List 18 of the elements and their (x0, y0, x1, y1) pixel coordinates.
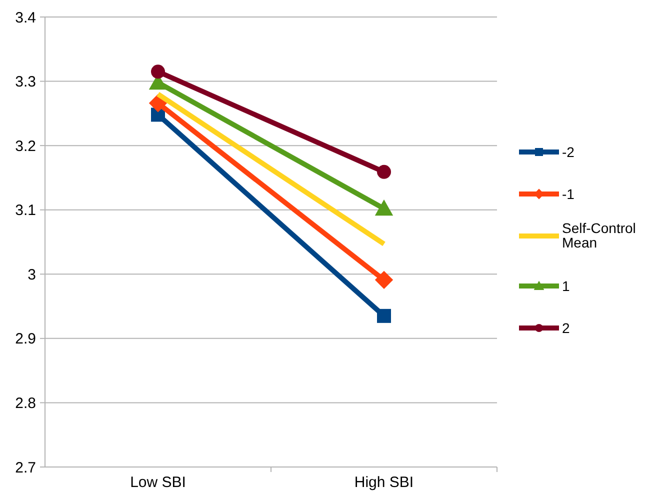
legend-label: Self-Control Mean (562, 220, 636, 251)
y-tick-label: 2.8 (15, 394, 36, 412)
point (377, 164, 391, 179)
y-tick-label: 2.7 (15, 459, 36, 476)
y-tick-label: 3.4 (15, 9, 36, 26)
point (377, 308, 391, 323)
legend-label: 1 (562, 278, 570, 294)
y-tick-label: 3.3 (15, 74, 36, 91)
y-tick-label: 2.9 (15, 330, 36, 348)
y-tick-label: 3.2 (15, 138, 36, 155)
x-tick-label: High SBI (354, 474, 414, 491)
point (374, 270, 394, 290)
legend-label: -2 (562, 144, 575, 160)
x-tick-label: Low SBI (130, 474, 186, 491)
legend-label: 2 (562, 320, 570, 336)
y-tick-label: 3 (28, 266, 36, 284)
legend-label: -1 (562, 186, 575, 202)
y-tick-label: 3.1 (15, 202, 36, 220)
